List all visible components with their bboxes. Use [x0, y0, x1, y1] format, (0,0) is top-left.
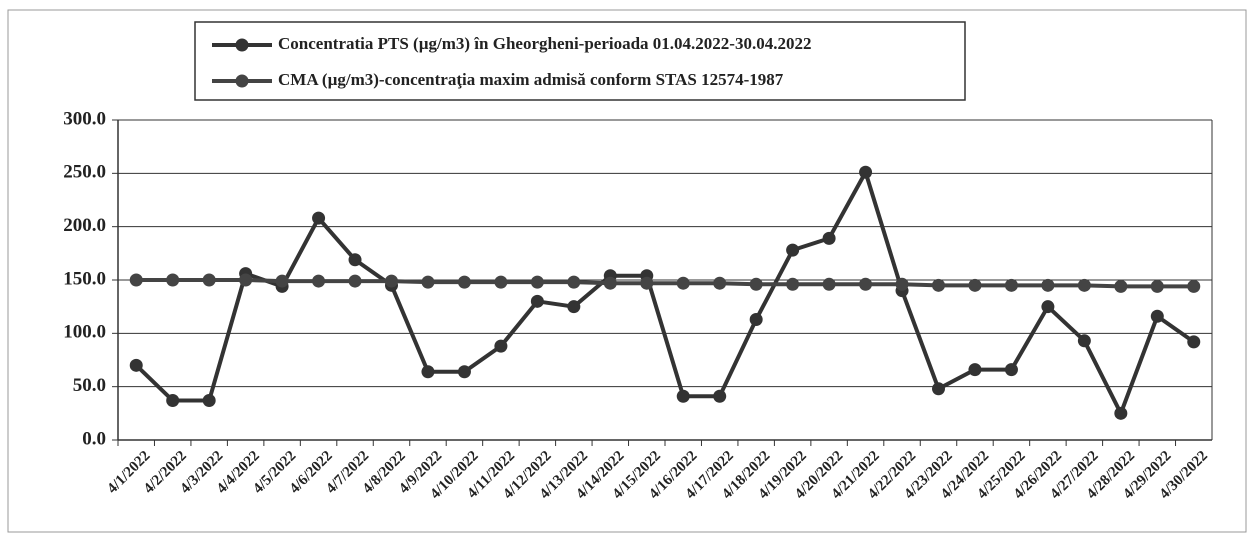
series-line [134, 167, 1195, 419]
legend-label: CMA (µg/m3)-concentraţia maxim admisă co… [278, 70, 784, 89]
y-tick-label: 300.0 [63, 108, 106, 129]
point [129, 358, 143, 372]
point [530, 294, 544, 308]
point [859, 165, 873, 179]
y-tick-label: 100.0 [63, 322, 106, 343]
point [932, 278, 945, 292]
point [129, 273, 143, 287]
point [1041, 300, 1055, 314]
y-tick-label: 250.0 [63, 162, 106, 183]
point [895, 277, 909, 291]
point [603, 276, 617, 290]
point [457, 275, 471, 289]
point [968, 278, 982, 292]
point [1114, 406, 1128, 420]
point [494, 339, 508, 353]
legend [194, 21, 966, 101]
point [202, 273, 216, 287]
point [567, 275, 581, 289]
point [859, 277, 873, 291]
point [1187, 335, 1201, 349]
point [1187, 279, 1201, 293]
point [786, 243, 800, 257]
point [932, 382, 945, 396]
point [275, 274, 289, 288]
point [1150, 309, 1164, 323]
point [1114, 279, 1128, 293]
legend-marker [235, 74, 249, 88]
y-tick-label: 0.0 [82, 428, 106, 449]
point [822, 231, 836, 245]
point [676, 276, 690, 290]
point [968, 363, 982, 377]
point [713, 276, 727, 290]
point [749, 312, 763, 326]
point [1004, 363, 1018, 377]
point [202, 394, 216, 408]
point [1004, 278, 1018, 292]
point [421, 365, 435, 379]
point [640, 276, 654, 290]
point [1041, 278, 1055, 292]
legend-label: Concentratia PTS (µg/m3) în Gheorgheni-p… [278, 34, 811, 53]
point [166, 394, 180, 408]
point [749, 277, 763, 291]
point [1077, 334, 1091, 348]
point [822, 277, 836, 291]
point [530, 275, 544, 289]
y-tick-label: 150.0 [63, 268, 106, 289]
point [494, 275, 508, 289]
point [312, 274, 326, 288]
point [348, 253, 362, 267]
point [239, 273, 253, 287]
point [312, 211, 326, 225]
point [786, 277, 800, 291]
point [1150, 279, 1164, 293]
point [348, 274, 362, 288]
point [385, 274, 398, 288]
point [457, 365, 471, 379]
y-tick-label: 200.0 [63, 215, 106, 236]
point [567, 300, 581, 314]
point [1077, 278, 1091, 292]
point [713, 389, 727, 403]
y-tick-label: 50.0 [73, 375, 106, 396]
legend-marker [235, 38, 249, 52]
point [421, 275, 435, 289]
point [166, 273, 180, 287]
point [676, 389, 690, 403]
